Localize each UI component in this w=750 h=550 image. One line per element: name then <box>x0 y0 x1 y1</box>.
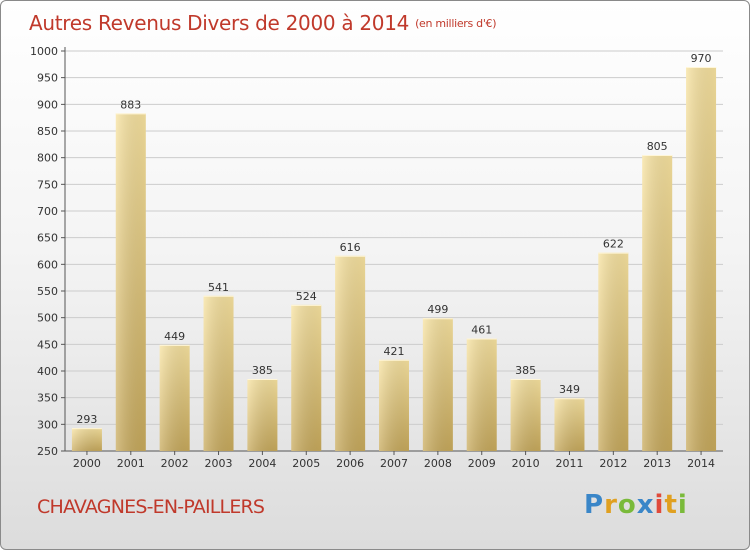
bar-shading <box>159 344 190 451</box>
bar-shading <box>291 304 322 451</box>
chart-subtitle: (en milliers d'€) <box>415 17 497 30</box>
x-tick-label: 2004 <box>248 457 276 470</box>
x-tick-label: 2008 <box>424 457 452 470</box>
bar-shading <box>379 359 409 451</box>
y-tick-label: 400 <box>37 365 58 378</box>
logo-letter: o <box>617 490 637 520</box>
x-tick-label: 2011 <box>555 457 583 470</box>
bar-shading <box>203 295 234 451</box>
data-label: 616 <box>340 241 361 254</box>
bar-shading <box>686 67 717 451</box>
x-tick-label: 2014 <box>687 457 715 470</box>
x-tick-label: 2012 <box>599 457 627 470</box>
chart-title-text: Autres Revenus Divers de 2000 à 2014 <box>29 11 410 35</box>
logo-letter: t <box>664 490 678 520</box>
logo-letter: P <box>584 490 605 520</box>
logo-letter: i <box>677 490 688 520</box>
x-tick-label: 2005 <box>292 457 320 470</box>
bar-shading <box>466 338 497 451</box>
data-label: 499 <box>427 303 448 316</box>
chart-title: Autres Revenus Divers de 2000 à 2014 (en … <box>29 11 497 35</box>
logo-letter: i <box>654 490 665 520</box>
y-tick-label: 700 <box>37 205 58 218</box>
data-label: 461 <box>471 323 492 336</box>
data-label: 541 <box>208 281 229 294</box>
x-tick-label: 2001 <box>117 457 145 470</box>
y-tick-label: 350 <box>37 392 58 405</box>
data-labels: 293 883 449 541 385 524 616 421 499 461 385 349 622 8… <box>76 52 711 426</box>
bar-shading <box>510 379 541 451</box>
x-tick-label: 2000 <box>73 457 101 470</box>
bar-shading <box>598 252 629 451</box>
y-tick-label: 500 <box>37 312 58 325</box>
y-tick-label: 550 <box>37 285 58 298</box>
y-tick-label: 900 <box>37 98 58 111</box>
bar-shading <box>115 113 146 452</box>
y-tick-label: 250 <box>37 445 58 458</box>
data-label: 970 <box>691 52 712 65</box>
x-tick-label: 2010 <box>512 457 540 470</box>
data-label: 524 <box>296 290 317 303</box>
proxiti-logo[interactable]: Proxiti <box>584 490 688 520</box>
bar-shading <box>335 255 366 451</box>
bar-shading <box>422 318 453 451</box>
x-tick-label: 2006 <box>336 457 364 470</box>
data-label: 421 <box>384 345 405 358</box>
place-name: CHAVAGNES-EN-PAILLERS <box>37 496 265 518</box>
y-tick-label: 750 <box>37 178 58 191</box>
data-label: 805 <box>647 140 668 153</box>
x-tick-label: 2002 <box>161 457 189 470</box>
logo-letter: r <box>604 490 618 520</box>
x-tick-label: 2009 <box>468 457 496 470</box>
y-tick-label: 650 <box>37 232 58 245</box>
x-tick-label: 2013 <box>643 457 671 470</box>
data-label: 385 <box>252 364 273 377</box>
y-tick-label: 450 <box>37 338 58 351</box>
y-tick-label: 300 <box>37 418 58 431</box>
logo-letter: x <box>636 490 655 520</box>
data-label: 293 <box>76 413 97 426</box>
bar-shading <box>642 155 673 451</box>
y-tick-label: 950 <box>37 72 58 85</box>
bar-shading <box>247 379 278 451</box>
x-tick-label: 2007 <box>380 457 408 470</box>
bar-shading <box>554 398 585 451</box>
y-tick-label: 600 <box>37 258 58 271</box>
x-tick-label: 2003 <box>205 457 233 470</box>
y-tick-label: 1000 <box>30 45 58 58</box>
data-label: 449 <box>164 330 185 343</box>
y-tick-label: 800 <box>37 152 58 165</box>
bars <box>71 67 717 452</box>
data-label: 883 <box>120 98 141 111</box>
data-label: 622 <box>603 238 624 251</box>
bar-shading <box>71 428 102 451</box>
data-label: 349 <box>559 383 580 396</box>
data-label: 385 <box>515 364 536 377</box>
y-tick-label: 850 <box>37 125 58 138</box>
